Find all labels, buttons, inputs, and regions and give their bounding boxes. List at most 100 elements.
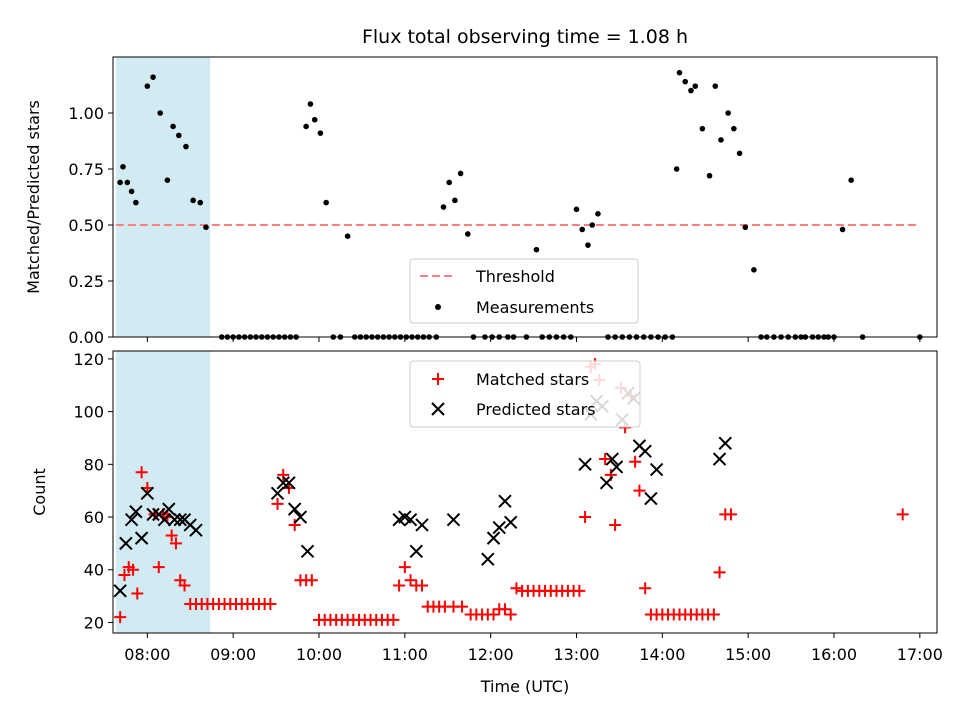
count-x-tick-label: 10:00: [296, 645, 342, 664]
measurement-point: [573, 206, 580, 213]
matched-star-point: [178, 579, 191, 592]
predicted-star-point: [146, 507, 160, 522]
ratio-y-axis: 0.00 0.25 0.50 0.75 1.00: [68, 104, 113, 347]
predicted-star-point: [609, 460, 624, 474]
ratio-legend-box: [409, 258, 639, 324]
measurement-point: [712, 83, 719, 89]
measurements-legend-swatch: [435, 304, 441, 310]
matched-star-point: [277, 468, 290, 481]
threshold-legend-label: Threshold: [475, 267, 555, 286]
ratio-y-tick-label: 0.75: [68, 160, 104, 179]
predicted-star-point: [638, 444, 652, 458]
matched-star-point: [127, 563, 140, 576]
predicted-star-point: [189, 523, 203, 537]
predicted-star-point: [287, 502, 302, 516]
measurement-point: [120, 163, 126, 170]
predicted-star-point: [403, 512, 418, 527]
measurement-point: [170, 123, 176, 130]
matched-star-point: [498, 603, 511, 616]
predicted-star-point: [446, 512, 461, 527]
predicted-star-point: [481, 552, 495, 566]
measurement-point: [595, 211, 601, 217]
measurement-point: [848, 177, 854, 183]
measurement-point: [725, 110, 731, 116]
predicted-star-point: [129, 505, 143, 519]
matched-star-point: [131, 587, 144, 600]
matched-star-point: [271, 497, 284, 510]
measurement-point: [164, 177, 171, 183]
predicted-star-point: [157, 512, 172, 527]
matched-star-point: [114, 611, 127, 624]
ratio-y-tick-label: 1.00: [68, 104, 104, 123]
measurement-point: [718, 137, 724, 143]
ratio-x-ticks: [146, 337, 921, 342]
matched-star-point: [404, 574, 417, 587]
count-x-axis: 08:00 09:00 10:00 11:00 12:00 13:00 14:00 15:00…: [124, 633, 943, 664]
count-x-tick-label: 12:00: [468, 645, 514, 664]
matched-star-point: [387, 613, 400, 626]
count-x-tick-label: 14:00: [639, 645, 685, 664]
predicted-star-point: [498, 494, 512, 508]
predicted-star-point: [113, 584, 127, 598]
count-y-tick-label: 60: [84, 508, 104, 527]
ratio-y-tick-label: 0.25: [68, 272, 104, 291]
measurement-point: [133, 199, 139, 206]
measurement-point: [452, 197, 458, 204]
predicted-star-point: [712, 452, 727, 466]
predicted-star-point: [649, 462, 664, 477]
measurement-point: [197, 199, 204, 206]
predicted-star-point: [293, 510, 308, 524]
matched-star-point: [118, 569, 131, 582]
predicted-star-point: [167, 512, 182, 527]
matched-star-point: [633, 484, 646, 497]
matched-star-point: [135, 466, 148, 479]
measurement-point: [144, 83, 151, 89]
count-y-tick-label: 80: [84, 455, 104, 474]
predicted-star-point: [486, 531, 501, 545]
matched-star-point: [609, 518, 622, 531]
matched-star-point: [629, 455, 642, 468]
count-x-tick-label: 16:00: [811, 645, 857, 664]
matched-star-point: [456, 600, 469, 613]
measurement-point: [682, 78, 689, 85]
measurement-point: [190, 197, 196, 204]
measurement-point: [579, 226, 586, 233]
count-x-tick-label: 15:00: [725, 645, 771, 664]
matched-star-point: [288, 518, 301, 531]
measurement-point: [464, 231, 471, 237]
predicted-star-point: [644, 491, 658, 506]
predicted-star-point: [173, 512, 187, 527]
matched-star-point: [393, 579, 406, 592]
measurement-point: [699, 125, 706, 132]
matched-star-point: [152, 561, 165, 574]
predicted-star-point: [162, 502, 176, 516]
ratio-panel: 0.00 0.25 0.50 0.75 1.00 Flux total observin…: [24, 26, 938, 347]
matched-star-point: [573, 584, 586, 597]
matched-legend-swatch: [432, 373, 444, 385]
count-panel: 20 40 60 80 100 120 08:00 09:00 10:00 11:00 12:00…: [30, 350, 943, 696]
matched-star-point: [579, 511, 592, 524]
matched-star-point: [165, 529, 178, 542]
count-y-axis: 20 40 60 80 100 120: [73, 350, 113, 632]
measurement-point: [157, 110, 164, 116]
matched-star-point: [599, 453, 612, 466]
predicted-legend-label: Predicted stars: [476, 400, 596, 419]
predicted-star-point: [134, 531, 149, 545]
measurement-point: [317, 130, 324, 136]
count-legend: Matched stars Predicted stars: [409, 360, 641, 428]
measurement-point: [676, 69, 683, 76]
measurement-point: [176, 132, 182, 139]
measurement-points: [117, 69, 923, 340]
predicted-star-point: [124, 512, 139, 527]
measurement-point: [589, 222, 596, 228]
ratio-legend: Threshold Measurements: [409, 258, 639, 324]
count-axes-frame: [112, 350, 938, 634]
predicted-star-point: [503, 515, 518, 530]
measurement-point: [706, 172, 713, 179]
matched-star-point: [713, 566, 726, 579]
measurement-point: [440, 204, 447, 210]
measurement-point: [307, 101, 314, 107]
count-x-tick-label: 13:00: [553, 645, 599, 664]
matched-star-point: [487, 608, 500, 621]
